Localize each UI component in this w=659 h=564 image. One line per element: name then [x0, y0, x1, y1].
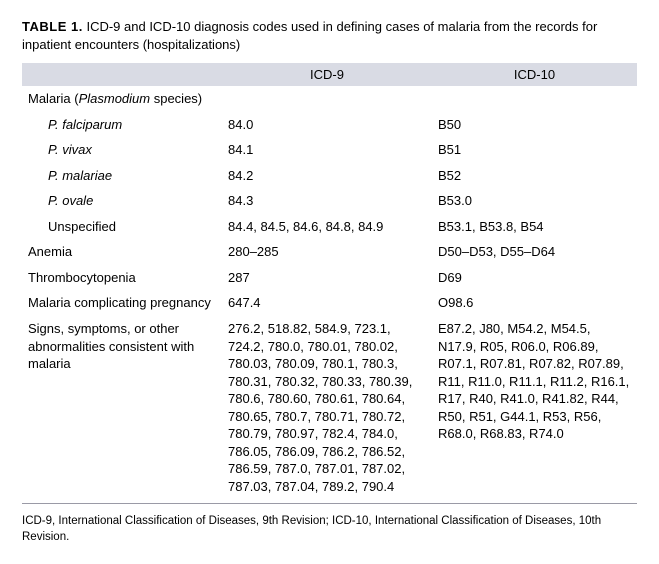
- row-label: P. falciparum: [22, 112, 222, 138]
- table-row: P. ovale 84.3 B53.0: [22, 188, 637, 214]
- cell-icd9: 84.2: [222, 163, 432, 189]
- col-header-icd9: ICD-9: [222, 63, 432, 86]
- cell-icd9: 647.4: [222, 290, 432, 316]
- table-row: Unspecified 84.4, 84.5, 84.6, 84.8, 84.9…: [22, 214, 637, 240]
- cell-icd10: B50: [432, 112, 637, 138]
- table-title: TABLE 1. ICD-9 and ICD-10 diagnosis code…: [22, 18, 637, 53]
- cell-icd9: 84.3: [222, 188, 432, 214]
- cell-icd9: 276.2, 518.82, 584.9, 723.1, 724.2, 780.…: [222, 316, 432, 504]
- table-row: Thrombocytopenia 287 D69: [22, 265, 637, 291]
- cell-icd10: D69: [432, 265, 637, 291]
- table-row: P. vivax 84.1 B51: [22, 137, 637, 163]
- table-row: Signs, symptoms, or other abnormalities …: [22, 316, 637, 504]
- row-label: P. vivax: [22, 137, 222, 163]
- table-row: P. malariae 84.2 B52: [22, 163, 637, 189]
- table-caption: ICD-9 and ICD-10 diagnosis codes used in…: [22, 19, 597, 52]
- row-label: Anemia: [22, 239, 222, 265]
- row-label: Unspecified: [22, 214, 222, 240]
- cell-icd9: 84.4, 84.5, 84.6, 84.8, 84.9: [222, 214, 432, 240]
- cell-icd10: B51: [432, 137, 637, 163]
- cell-icd10: B53.1, B53.8, B54: [432, 214, 637, 240]
- cell-icd10: E87.2, J80, M54.2, M54.5, N17.9, R05, R0…: [432, 316, 637, 504]
- text-fragment: Malaria (: [28, 91, 79, 106]
- cell-icd9: 84.0: [222, 112, 432, 138]
- col-header-blank: [22, 63, 222, 86]
- cell-icd10: O98.6: [432, 290, 637, 316]
- table-row: P. falciparum 84.0 B50: [22, 112, 637, 138]
- text-fragment-italic: Plasmodium: [79, 91, 151, 106]
- table-row: Malaria (Plasmodium species): [22, 86, 637, 112]
- cell-icd9: 287: [222, 265, 432, 291]
- table-footnote: ICD-9, International Classification of D…: [22, 514, 637, 545]
- cell-icd9: 280–285: [222, 239, 432, 265]
- table-label: TABLE 1.: [22, 19, 83, 34]
- row-label: P. malariae: [22, 163, 222, 189]
- cell-icd10: B52: [432, 163, 637, 189]
- table-row: Malaria complicating pregnancy 647.4 O98…: [22, 290, 637, 316]
- cell-icd10: B53.0: [432, 188, 637, 214]
- codes-table: ICD-9 ICD-10 Malaria (Plasmodium species…: [22, 63, 637, 504]
- col-header-icd10: ICD-10: [432, 63, 637, 86]
- row-label: Malaria complicating pregnancy: [22, 290, 222, 316]
- header-row: ICD-9 ICD-10: [22, 63, 637, 86]
- cell-icd10: D50–D53, D55–D64: [432, 239, 637, 265]
- text-fragment: species): [150, 91, 202, 106]
- malaria-species-header: Malaria (Plasmodium species): [22, 86, 637, 112]
- row-label: Thrombocytopenia: [22, 265, 222, 291]
- cell-icd9: 84.1: [222, 137, 432, 163]
- table-row: Anemia 280–285 D50–D53, D55–D64: [22, 239, 637, 265]
- row-label: P. ovale: [22, 188, 222, 214]
- row-label: Signs, symptoms, or other abnormalities …: [22, 316, 222, 504]
